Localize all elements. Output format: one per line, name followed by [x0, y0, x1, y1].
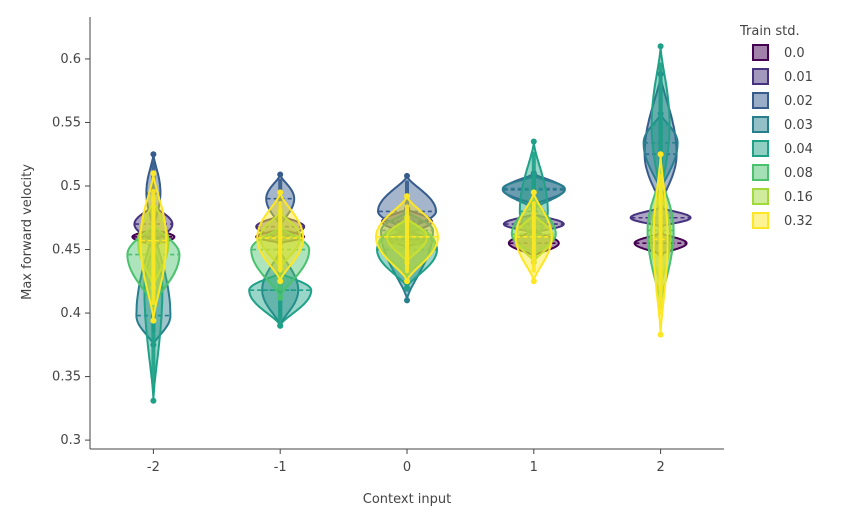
legend-label: 0.08: [784, 166, 813, 181]
violin-max-point: [150, 170, 157, 177]
violin-min-point: [404, 278, 410, 285]
violin-max-point: [657, 43, 664, 50]
y-axis-title: Max forward velocity: [20, 164, 35, 300]
legend-swatch: [752, 92, 769, 109]
y-tick-label: 0.5: [60, 179, 81, 194]
y-tick-label: 0.6: [60, 52, 81, 67]
violin-max-point: [530, 189, 537, 196]
violin-max-point: [277, 189, 284, 196]
violin-max-point: [277, 171, 284, 178]
violin-min-point: [530, 278, 537, 285]
violin-max-point: [150, 151, 157, 158]
plot-area: [126, 43, 692, 404]
violin-max-point: [530, 138, 537, 145]
x-axis-title: Context input: [363, 492, 452, 507]
violin-min-point: [404, 284, 410, 291]
violin-max-point: [657, 151, 664, 158]
legend-swatch: [752, 188, 769, 205]
legend-swatch: [752, 68, 769, 85]
violin-min-point: [150, 317, 157, 324]
x-tick-label: -1: [274, 460, 287, 475]
legend-swatch: [752, 44, 769, 61]
violin-min-point: [277, 294, 284, 301]
violin-max-point: [404, 172, 410, 179]
x-axis: -2 -1 0 1 2: [90, 448, 724, 475]
violin-max-point: [404, 193, 410, 200]
violin-min-point: [277, 278, 284, 285]
y-tick-label: 0.3: [60, 433, 81, 448]
legend-title: Train std.: [739, 24, 800, 39]
legend-swatch: [752, 140, 769, 157]
legend-label: 0.0: [784, 46, 805, 61]
legend-swatch: [752, 116, 769, 133]
violin-min-point: [150, 397, 157, 404]
legend-label: 0.16: [784, 190, 813, 205]
series-0-32: [139, 151, 669, 338]
legend: Train std. 0.0 0.01 0.02 0.03 0.04 0.08 0.16 0.…: [739, 24, 813, 229]
y-tick-label: 0.35: [52, 370, 81, 385]
y-tick-label: 0.4: [60, 306, 81, 321]
y-tick-label: 0.55: [52, 115, 81, 130]
x-tick-label: -2: [147, 460, 160, 475]
legend-swatch: [752, 164, 769, 181]
violin-min-point: [657, 331, 664, 338]
y-tick-label: 0.45: [52, 243, 81, 258]
legend-label: 0.32: [784, 214, 813, 229]
legend-swatch: [752, 212, 769, 229]
x-tick-label: 0: [403, 460, 411, 475]
legend-label: 0.01: [784, 70, 813, 85]
legend-label: 0.02: [784, 94, 813, 109]
violin-min-point: [277, 322, 284, 329]
x-tick-label: 1: [530, 460, 538, 475]
y-axis: 0.3 0.35 0.4 0.45 0.5 0.55 0.6: [52, 17, 91, 449]
x-tick-label: 2: [656, 460, 664, 475]
legend-label: 0.04: [784, 142, 813, 157]
legend-label: 0.03: [784, 118, 813, 133]
violin-min-point: [404, 297, 410, 304]
